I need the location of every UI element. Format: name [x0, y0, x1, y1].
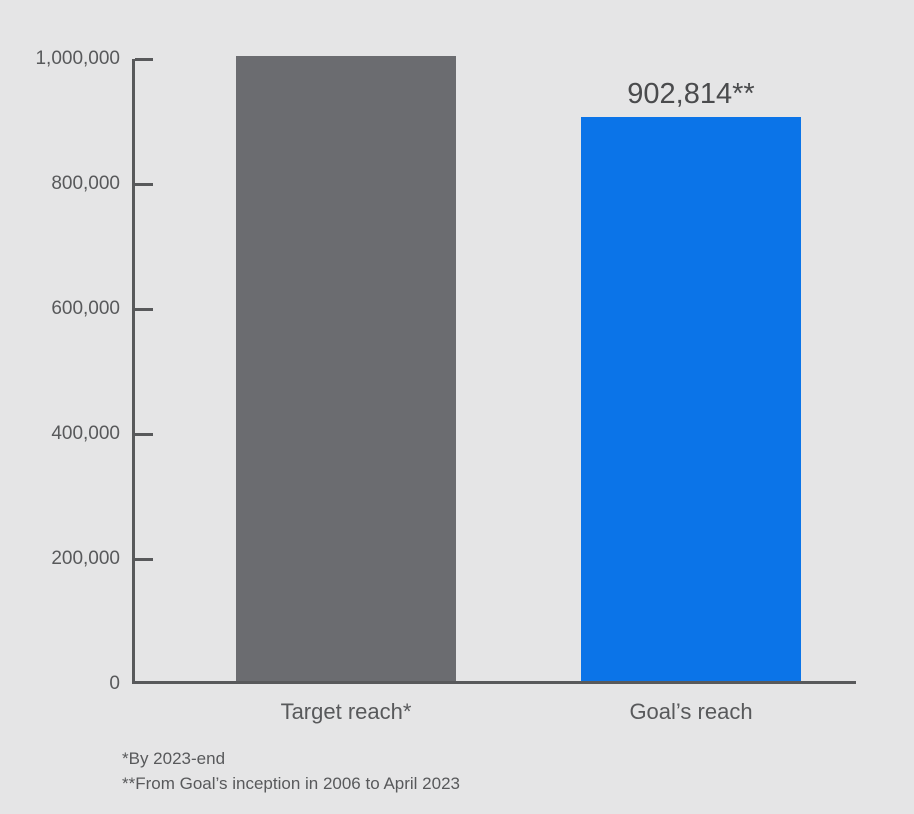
- y-axis-tick-label: 800,000: [51, 173, 120, 194]
- y-axis-tick-label: 200,000: [51, 548, 120, 569]
- y-axis-tick: [135, 307, 153, 311]
- y-axis-tick: [135, 182, 153, 186]
- bar-goals-reach: [581, 117, 801, 681]
- y-axis-tick: [135, 432, 153, 436]
- bar-target-reach: [236, 56, 456, 681]
- y-axis-tick: [135, 57, 153, 61]
- y-axis-tick-label: 0: [109, 673, 120, 694]
- y-axis-tick: [135, 557, 153, 561]
- footnotes: *By 2023-end **From Goal’s inception in …: [122, 746, 460, 796]
- x-axis-category-label: Target reach*: [280, 699, 412, 724]
- x-axis-category-label: Goal’s reach: [629, 699, 753, 724]
- footnote-inception: **From Goal’s inception in 2006 to April…: [122, 774, 460, 793]
- bar-value-label: 902,814**: [627, 78, 755, 110]
- y-axis-tick-label: 1,000,000: [35, 48, 120, 69]
- y-axis-tick-label: 600,000: [51, 298, 120, 319]
- plot-area: [132, 56, 856, 684]
- y-axis-tick-label: 400,000: [51, 423, 120, 444]
- footnote-by-2023-end: *By 2023-end: [122, 749, 226, 768]
